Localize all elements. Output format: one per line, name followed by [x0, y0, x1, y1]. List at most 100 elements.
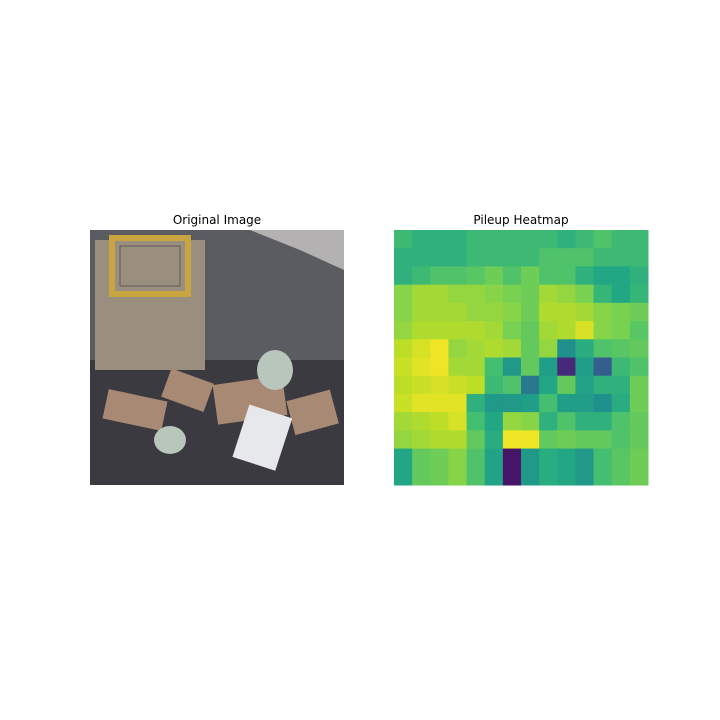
heatmap-cell — [448, 302, 468, 322]
heatmap-cell — [394, 412, 413, 431]
heatmap-cell — [593, 339, 613, 358]
heatmap-cell — [539, 393, 558, 413]
heatmap-cell — [412, 375, 431, 395]
photo-machine-frame — [109, 235, 191, 297]
heatmap-cell — [593, 266, 613, 286]
heatmap-cell — [629, 230, 649, 249]
heatmap-cell — [484, 321, 504, 340]
heatmap-cell — [502, 230, 522, 249]
heatmap-cell — [394, 357, 413, 377]
heatmap-cell — [611, 321, 631, 340]
heatmap-cell — [629, 248, 649, 267]
heatmap-cell — [502, 302, 522, 322]
heatmap-cell — [466, 230, 486, 249]
heatmap-cell — [466, 266, 486, 286]
heatmap-cell — [502, 321, 522, 340]
heatmap-cell — [484, 466, 504, 486]
heatmap-cell — [521, 466, 540, 486]
heatmap-cell — [575, 430, 595, 450]
heatmap-cell — [430, 448, 449, 468]
heatmap-cell — [611, 466, 631, 486]
heatmap-cell — [521, 321, 540, 340]
heatmap-cell — [484, 248, 504, 267]
heatmap-cell — [611, 230, 631, 249]
heatmap-cell — [430, 302, 449, 322]
heatmap-cell — [557, 302, 576, 322]
heatmap-cell — [466, 466, 486, 486]
heatmap-cell — [484, 302, 504, 322]
heatmap-cell — [502, 375, 522, 395]
heatmap-cell — [430, 375, 449, 395]
heatmap-cell — [394, 448, 413, 468]
heatmap-cell — [557, 321, 576, 340]
heatmap-cell — [593, 466, 613, 486]
heatmap-cell — [629, 466, 649, 486]
heatmap-cell — [539, 430, 558, 450]
heatmap-cell — [466, 448, 486, 468]
heatmap-cell — [430, 321, 449, 340]
heatmap-cell — [466, 357, 486, 377]
heatmap-cell — [430, 284, 449, 304]
heatmap-cell — [539, 375, 558, 395]
heatmap-cell — [394, 375, 413, 395]
heatmap-cell — [484, 230, 504, 249]
heatmap-cell — [521, 230, 540, 249]
photo-cardboard-3 — [286, 389, 339, 436]
heatmap-cell — [412, 230, 431, 249]
heatmap-cell — [575, 412, 595, 431]
photo-light — [250, 230, 344, 270]
heatmap-cell — [521, 412, 540, 431]
heatmap-cell — [430, 412, 449, 431]
photo-cardboard-4 — [161, 368, 214, 412]
heatmap-cell — [611, 266, 631, 286]
heatmap-cell — [502, 248, 522, 267]
heatmap-cell — [557, 393, 576, 413]
heatmap-cell — [521, 375, 540, 395]
heatmap-cell — [593, 393, 613, 413]
heatmap-cell — [412, 448, 431, 468]
heatmap-cell — [629, 339, 649, 358]
heatmap-cell — [448, 321, 468, 340]
heatmap — [394, 230, 649, 486]
heatmap-cell — [502, 430, 522, 450]
heatmap-cell — [484, 357, 504, 377]
heatmap-cell — [484, 284, 504, 304]
heatmap-cell — [466, 412, 486, 431]
heatmap-cell — [412, 248, 431, 267]
heatmap-cell — [593, 357, 613, 377]
heatmap-cell — [521, 430, 540, 450]
heatmap-cell — [448, 230, 468, 249]
heatmap-cell — [539, 321, 558, 340]
heatmap-cell — [521, 248, 540, 267]
heatmap-cell — [502, 412, 522, 431]
heatmap-cell — [502, 284, 522, 304]
heatmap-cell — [629, 375, 649, 395]
heatmap-cell — [521, 302, 540, 322]
heatmap-cell — [611, 339, 631, 358]
heatmap-cell — [448, 466, 468, 486]
heatmap-cell — [466, 321, 486, 340]
heatmap-cell — [593, 321, 613, 340]
heatmap-cell — [448, 430, 468, 450]
heatmap-cell — [430, 430, 449, 450]
heatmap-cell — [412, 357, 431, 377]
heatmap-cell — [394, 248, 413, 267]
heatmap-cell — [430, 339, 449, 358]
heatmap-cell — [466, 248, 486, 267]
heatmap-cell — [593, 284, 613, 304]
original-image-title: Original Image — [172, 213, 262, 227]
heatmap-cell — [412, 430, 431, 450]
heatmap-cell — [629, 284, 649, 304]
heatmap-cell — [629, 302, 649, 322]
heatmap-cell — [539, 448, 558, 468]
heatmap-cell — [557, 248, 576, 267]
heatmap-cell — [611, 430, 631, 450]
heatmap-cell — [448, 448, 468, 468]
heatmap-cell — [557, 375, 576, 395]
heatmap-cell — [611, 248, 631, 267]
heatmap-cell — [611, 375, 631, 395]
heatmap-cell — [575, 248, 595, 267]
heatmap-cell — [557, 430, 576, 450]
heatmap-cell — [557, 466, 576, 486]
heatmap-cell — [593, 248, 613, 267]
